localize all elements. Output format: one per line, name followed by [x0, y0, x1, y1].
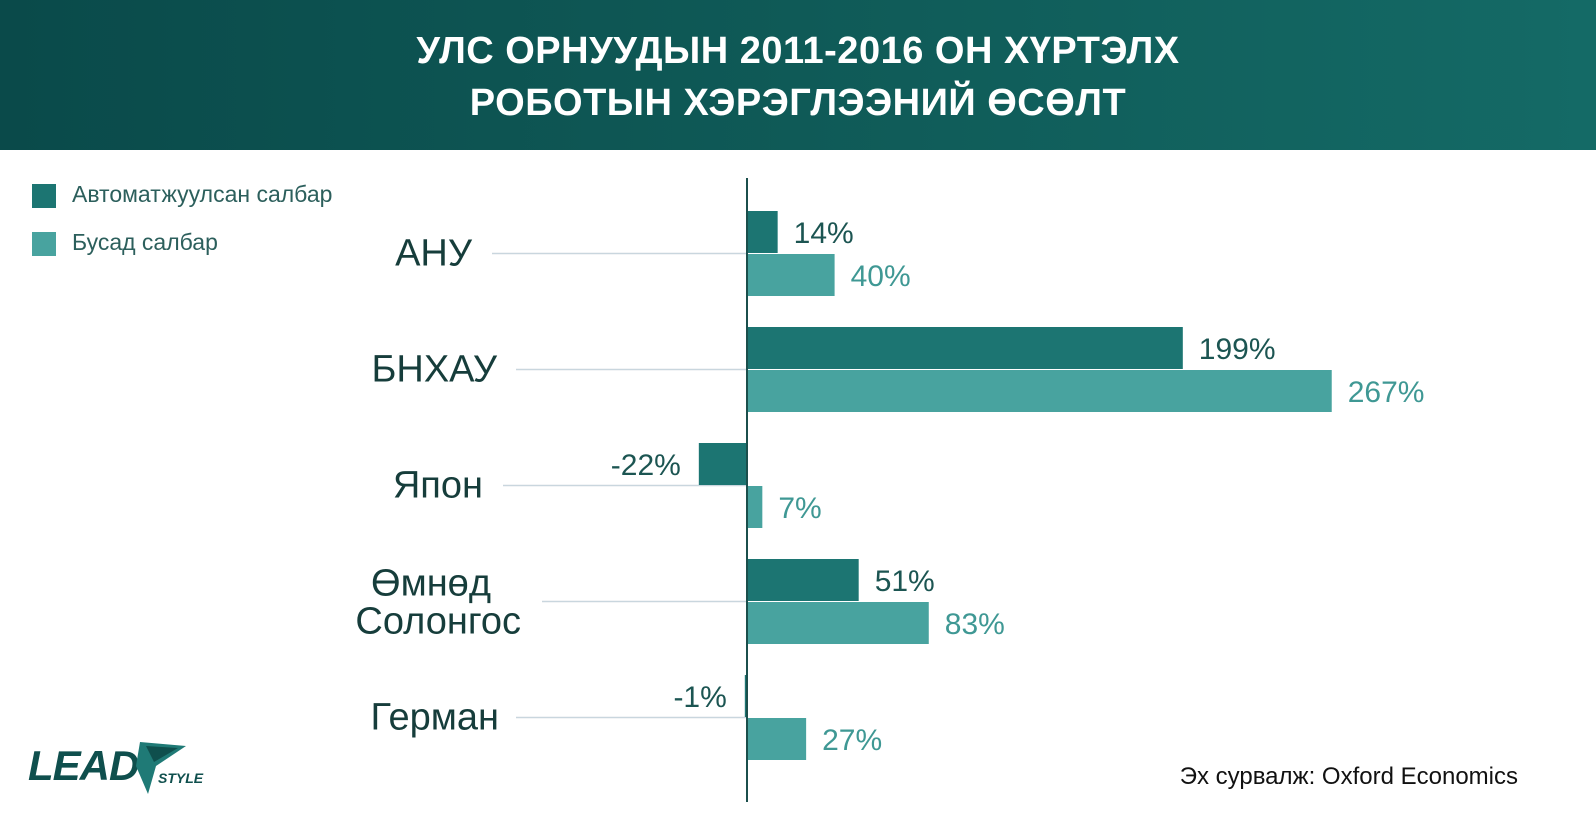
legend-label-automated: Автоматжуулсан салбар	[72, 181, 333, 207]
value-label-other: 267%	[1348, 376, 1425, 409]
legend-swatch-other	[32, 232, 56, 256]
bar-chart: АНУ 14% 40% БНХАУ 199% 267% Япон -22% 7% Өмнөд Сол…	[355, 178, 1425, 802]
bar-other	[747, 486, 763, 528]
bar-other	[747, 254, 835, 296]
legend-swatch-automated	[32, 184, 56, 208]
chart-title-line1: УЛС ОРНУУДЫН 2011-2016 ОН ХҮРТЭЛХ	[416, 30, 1180, 72]
category-label: Өмнөд Солонгос	[355, 563, 521, 643]
bar-other	[747, 718, 807, 760]
bar-automated	[747, 327, 1183, 369]
source-note: Эх сурвалж: Oxford Economics	[1179, 763, 1518, 790]
bar-automated	[747, 559, 859, 601]
bar-other	[747, 602, 929, 644]
bar-automated	[744, 675, 747, 717]
value-label-other: 27%	[822, 724, 882, 757]
bar-automated	[747, 211, 778, 253]
value-label-other: 7%	[778, 492, 821, 525]
value-label-automated: -22%	[611, 449, 681, 482]
value-label-automated: 51%	[875, 565, 935, 598]
leadstyle-logo: LEAD STYLE	[28, 742, 204, 794]
value-label-automated: 199%	[1199, 333, 1276, 366]
category-label: БНХАУ	[371, 349, 497, 391]
bar-other	[747, 370, 1332, 412]
category-label: Япон	[393, 465, 483, 507]
legend-label-other: Бусад салбар	[72, 229, 218, 255]
header-banner: УЛС ОРНУУДЫН 2011-2016 ОН ХҮРТЭЛХ РОБОТЫ…	[0, 0, 1596, 150]
svg-text:LEAD: LEAD	[28, 742, 139, 789]
value-label-other: 83%	[945, 608, 1005, 641]
value-label-automated: -1%	[673, 681, 726, 714]
value-label-other: 40%	[851, 260, 911, 293]
bar-automated	[698, 443, 747, 485]
category-label: Герман	[370, 697, 499, 739]
category-label: АНУ	[395, 233, 473, 275]
chart-title-line2: РОБОТЫН ХЭРЭГЛЭЭНИЙ ӨСӨЛТ	[469, 82, 1127, 124]
svg-text:STYLE: STYLE	[158, 770, 204, 786]
value-label-automated: 14%	[794, 217, 854, 250]
